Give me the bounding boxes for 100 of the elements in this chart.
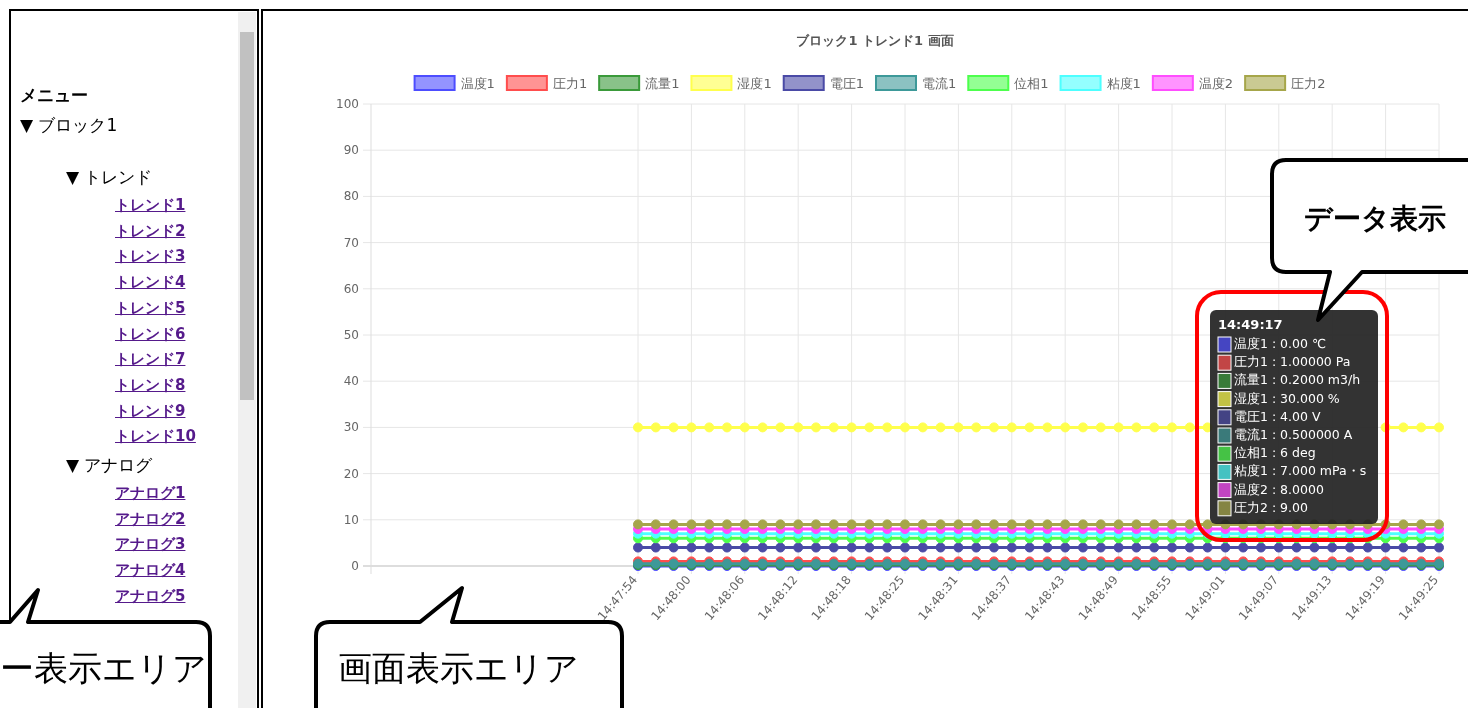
text: アナログ1 xyxy=(115,484,186,503)
y-tick-label: 0 xyxy=(351,559,359,573)
point xyxy=(775,519,786,530)
point xyxy=(1131,519,1142,530)
text: トレンド3 xyxy=(115,247,186,267)
point xyxy=(864,519,875,530)
point xyxy=(1042,519,1053,530)
point xyxy=(989,519,999,530)
point xyxy=(739,422,750,433)
point xyxy=(704,519,715,530)
annotation: データ表示 xyxy=(1304,202,1446,235)
point xyxy=(633,422,643,433)
point xyxy=(668,519,679,530)
point xyxy=(864,422,875,433)
point xyxy=(846,519,857,530)
point xyxy=(864,542,875,553)
point xyxy=(1024,422,1035,433)
point xyxy=(828,542,839,553)
point xyxy=(900,542,910,553)
text: トレンド7 xyxy=(115,350,186,370)
annotation: 圧力1 : 1.00000 Pa xyxy=(1234,354,1351,370)
point xyxy=(1060,519,1071,530)
point xyxy=(811,422,821,433)
legend-label: 位相1 xyxy=(1014,76,1049,91)
point xyxy=(1113,519,1124,530)
point xyxy=(971,519,982,530)
point xyxy=(704,542,715,553)
text: メニュー xyxy=(20,84,88,107)
point xyxy=(1006,542,1017,553)
point xyxy=(1434,519,1444,530)
text: トレンド4 xyxy=(115,273,186,293)
legend-label: 温度1 xyxy=(460,76,495,91)
point xyxy=(1131,422,1142,433)
point xyxy=(775,542,786,553)
point xyxy=(722,422,732,433)
point xyxy=(1113,422,1124,433)
point xyxy=(935,519,946,530)
point xyxy=(882,422,893,433)
point xyxy=(1309,542,1320,553)
y-tick-label: 30 xyxy=(343,420,359,435)
point xyxy=(757,519,768,530)
point xyxy=(989,542,999,553)
point xyxy=(775,422,786,433)
point xyxy=(1042,542,1053,553)
point xyxy=(1078,519,1088,530)
point xyxy=(722,542,732,553)
text: トレンド10 xyxy=(115,427,196,447)
point xyxy=(1006,422,1017,433)
point xyxy=(1345,542,1355,553)
point xyxy=(917,519,928,530)
point xyxy=(686,519,697,530)
point xyxy=(633,542,643,553)
legend-label: 圧力1 xyxy=(552,76,588,91)
point xyxy=(1167,422,1177,433)
y-tick-label: 100 xyxy=(336,97,359,111)
point xyxy=(953,519,964,530)
text: アナログ5 xyxy=(115,586,186,606)
point xyxy=(846,542,857,553)
point xyxy=(1273,542,1284,553)
point xyxy=(1113,542,1124,553)
legend-label: 粘度1 xyxy=(1106,76,1141,91)
point xyxy=(722,519,732,530)
point xyxy=(1416,519,1427,530)
annotation: 粘度1 : 7.000 mPa・s xyxy=(1234,463,1367,479)
legend-label: 温度2 xyxy=(1198,76,1234,91)
point xyxy=(1202,519,1213,530)
annotation: 圧力2 : 9.00 xyxy=(1234,499,1308,515)
annotation: 位相1 : 6 deg xyxy=(1234,445,1316,461)
text: アナログ4 xyxy=(115,561,186,581)
point xyxy=(1149,422,1160,433)
point xyxy=(1024,542,1035,553)
point xyxy=(1434,422,1444,433)
point xyxy=(739,542,750,553)
point xyxy=(882,519,893,530)
point xyxy=(1184,542,1195,553)
point xyxy=(1434,542,1444,553)
point xyxy=(1220,542,1231,553)
point xyxy=(668,422,679,433)
point xyxy=(1184,422,1195,433)
y-tick-label: 80 xyxy=(343,189,359,204)
point xyxy=(1380,542,1391,553)
point xyxy=(935,422,946,433)
point xyxy=(1078,422,1088,433)
point xyxy=(1078,542,1088,553)
point xyxy=(686,542,697,553)
point xyxy=(917,422,928,433)
point xyxy=(1149,542,1160,553)
point xyxy=(1416,542,1427,553)
point xyxy=(1184,519,1195,530)
point xyxy=(757,422,768,433)
point xyxy=(1042,422,1053,433)
point xyxy=(1149,519,1160,530)
point xyxy=(1238,542,1249,553)
point xyxy=(704,422,715,433)
text: ▼ アナログ xyxy=(66,454,153,477)
point xyxy=(935,542,946,553)
point xyxy=(882,542,893,553)
point xyxy=(793,542,804,553)
point xyxy=(757,542,768,553)
y-tick-label: 20 xyxy=(343,466,359,481)
